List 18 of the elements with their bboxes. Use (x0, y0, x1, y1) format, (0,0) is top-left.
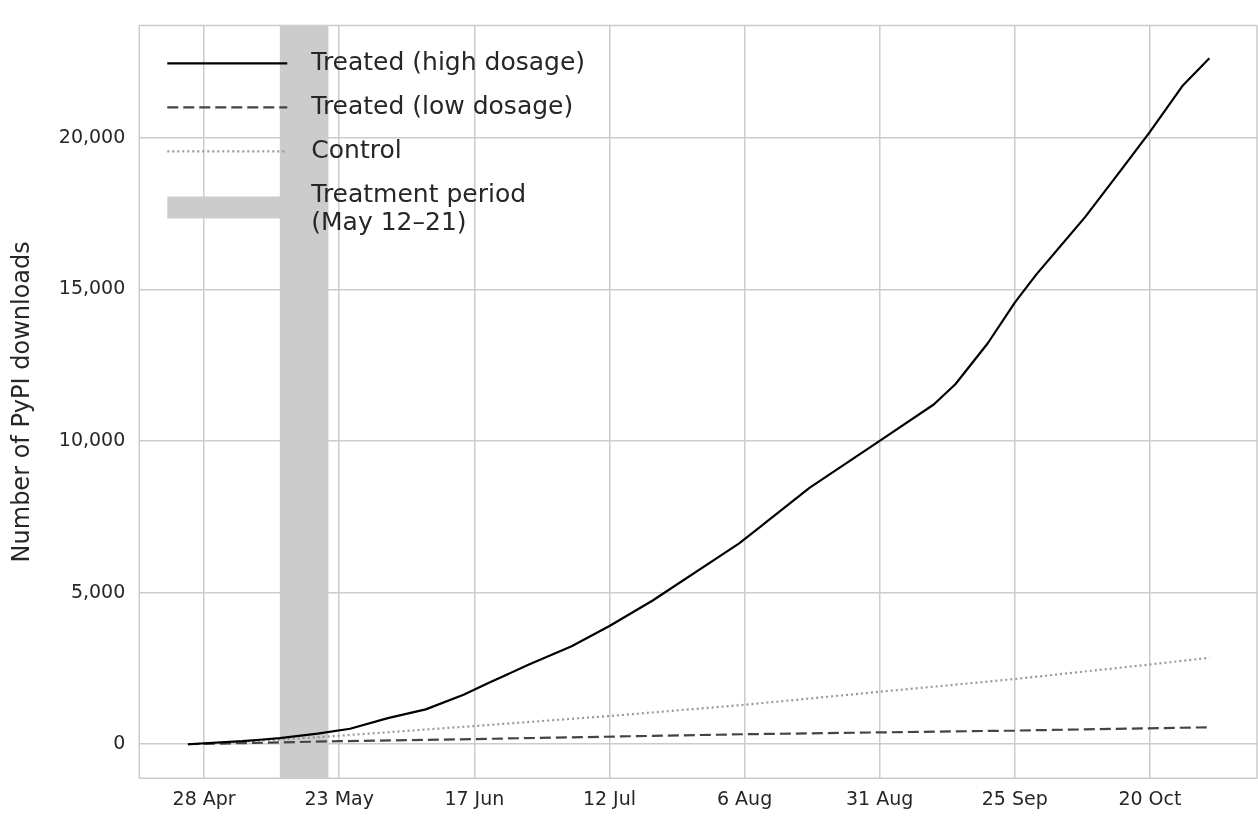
y-tick-label: 0 (113, 731, 126, 754)
legend-label: Treated (high dosage) (310, 46, 586, 76)
x-tick-label: 12 Jul (582, 786, 637, 809)
y-axis-title: Number of PyPI downloads (6, 241, 35, 563)
x-tick-label: 17 Jun (444, 786, 505, 809)
x-tick-label: 25 Sep (981, 786, 1048, 809)
band-label: Treatment period (May 12–21) (310, 178, 527, 236)
legend-label: Control (311, 134, 402, 164)
x-tick-label: 28 Apr (172, 786, 236, 809)
y-tick-label: 15,000 (58, 276, 126, 299)
x-tick-label: 23 May (304, 786, 374, 809)
y-tick-label: 10,000 (58, 427, 126, 450)
legend-label: Treated (low dosage) (310, 90, 574, 120)
x-tick-label: 31 Aug (846, 786, 914, 809)
x-tick-label: 20 Oct (1118, 786, 1182, 809)
y-tick-label: 5,000 (70, 579, 126, 602)
x-tick-label: 6 Aug (716, 786, 773, 809)
y-tick-label: 20,000 (58, 124, 126, 147)
